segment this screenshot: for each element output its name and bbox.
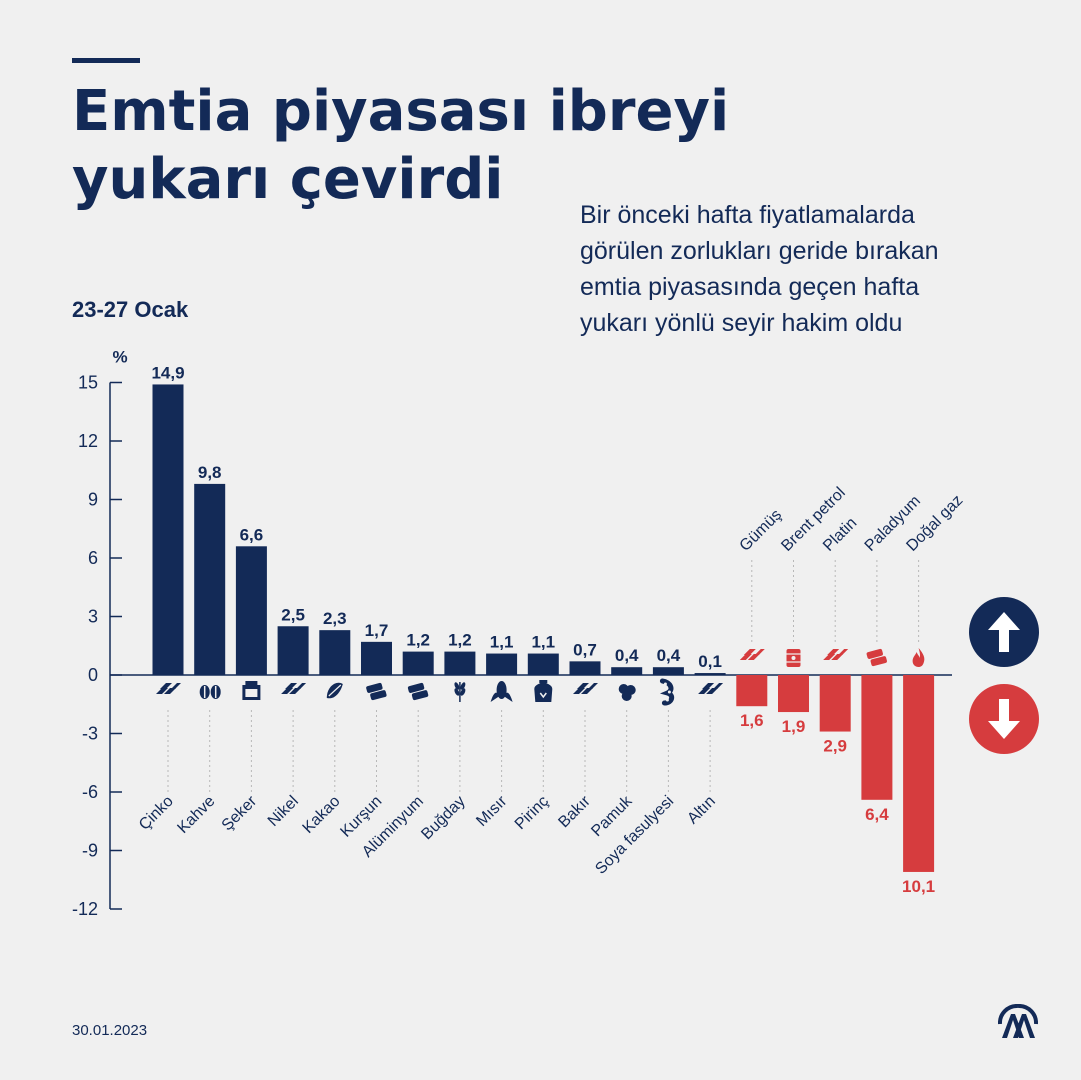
bar-3 <box>277 626 309 675</box>
category-label: Mısır <box>473 792 511 830</box>
bar-11 <box>611 667 643 675</box>
bar-2 <box>235 546 267 675</box>
subtitle-line-4: yukarı yönlü seyir hakim oldu <box>580 309 903 337</box>
arrow-up-icon <box>969 597 1039 667</box>
bar-15 <box>778 675 809 713</box>
category-label: Çinko <box>136 793 177 834</box>
metal-bars-icon <box>698 683 724 694</box>
value-label: 0,7 <box>573 640 597 659</box>
y-tick-label: 3 <box>88 607 98 627</box>
value-label: 1,7 <box>365 621 389 640</box>
wheat-icon <box>454 682 466 702</box>
y-tick-label: 12 <box>78 431 98 451</box>
category-label: Buğday <box>418 793 468 843</box>
subtitle-line-2: görülen zorlukları geride bırakan <box>580 237 939 265</box>
y-tick-label: -12 <box>72 899 98 919</box>
value-label: 1,6 <box>740 711 764 730</box>
value-label: 1,1 <box>490 633 514 652</box>
y-tick-label: -6 <box>82 782 98 802</box>
bar-17 <box>861 675 893 800</box>
aa-logo-icon <box>997 1003 1039 1040</box>
y-tick-label: 9 <box>88 490 98 510</box>
sugar-icon <box>242 681 261 700</box>
bar-4 <box>319 630 351 675</box>
category-label: Gümüş <box>737 506 785 554</box>
value-label: 0,4 <box>657 646 681 665</box>
title-accent-bar <box>72 58 140 63</box>
subtitle-line-1: Bir önceki hafta fiyatlamalarda <box>580 201 915 229</box>
y-tick-label: 15 <box>78 373 98 393</box>
category-label: Bakır <box>555 792 594 831</box>
bar-8 <box>486 653 518 675</box>
cocoa-icon <box>326 682 343 699</box>
title-line-1: Emtia piyasası ibreyi <box>72 79 730 144</box>
value-label: 10,1 <box>902 877 935 896</box>
value-label: 6,6 <box>240 525 264 544</box>
y-tick-label: 6 <box>88 548 98 568</box>
value-label: 9,8 <box>198 463 222 482</box>
soybean-icon <box>659 678 675 706</box>
bar-10 <box>569 661 601 675</box>
coffee-bean-icon <box>199 685 221 699</box>
value-label: 1,1 <box>531 633 555 652</box>
bar-12 <box>652 667 684 675</box>
publish-date: 30.01.2023 <box>72 1022 148 1039</box>
metal-bars-icon <box>823 649 849 660</box>
value-label: 2,9 <box>823 737 847 756</box>
y-tick-label: -3 <box>82 724 98 744</box>
metal-bars-icon <box>739 649 765 660</box>
bar-1 <box>194 483 226 675</box>
subtitle: Bir önceki hafta fiyatlamalarda görülen … <box>580 197 1020 341</box>
category-label: Şeker <box>219 792 261 834</box>
category-label: Kahve <box>174 793 218 837</box>
rice-sack-icon <box>534 680 553 702</box>
bar-9 <box>527 653 559 675</box>
category-label: Kakao <box>300 793 344 837</box>
title-line-2: yukarı çevirdi <box>72 147 504 212</box>
bar-14 <box>736 675 768 707</box>
bar-0 <box>152 384 184 675</box>
corn-icon <box>490 681 513 702</box>
bar-5 <box>361 641 392 675</box>
ingots-icon <box>407 682 429 701</box>
metal-bars-icon <box>156 683 181 694</box>
value-label: 0,1 <box>698 652 722 671</box>
bar-18 <box>903 675 935 872</box>
bar-16 <box>819 675 851 732</box>
value-label: 2,3 <box>323 609 347 628</box>
subtitle-line-3: emtia piyasasında geçen hafta <box>580 273 920 301</box>
ingots-icon <box>866 648 887 667</box>
y-axis-unit-label: % <box>112 348 127 367</box>
arrow-down-icon <box>969 684 1039 754</box>
oil-barrel-icon <box>786 649 801 667</box>
value-label: 1,2 <box>406 631 430 650</box>
bar-13 <box>694 673 726 675</box>
bar-6 <box>402 651 434 675</box>
value-label: 0,4 <box>615 646 639 665</box>
period-label: 23-27 Ocak <box>72 297 189 322</box>
metal-bars-icon <box>281 683 307 694</box>
y-tick-label: 0 <box>88 665 98 685</box>
bar-7 <box>444 651 476 675</box>
metal-bars-icon <box>573 683 598 694</box>
value-label: 1,9 <box>782 717 806 736</box>
cotton-icon <box>618 684 636 701</box>
page-title: Emtia piyasası ibreyi yukarı çevirdi <box>72 78 729 214</box>
value-label: 6,4 <box>865 805 889 824</box>
value-label: 14,9 <box>151 363 184 382</box>
y-tick-label: -9 <box>82 841 98 861</box>
category-label: Pirinç <box>512 793 552 833</box>
category-label: Platin <box>820 515 860 555</box>
ingots-icon <box>366 682 387 701</box>
category-label: Nikel <box>265 793 302 830</box>
value-label: 1,2 <box>448 631 472 650</box>
flame-icon <box>912 648 925 667</box>
value-label: 2,5 <box>281 605 305 624</box>
category-label: Altın <box>684 793 719 828</box>
